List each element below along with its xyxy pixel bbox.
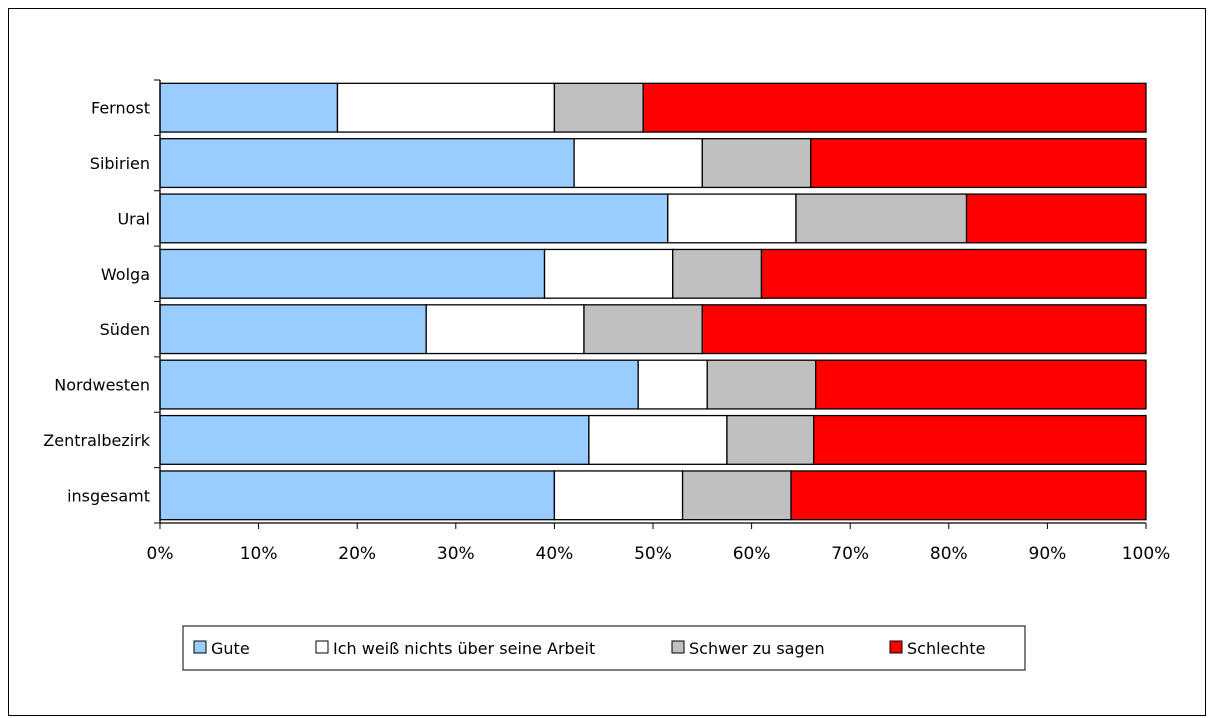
x-tick-label: 0% <box>147 544 174 564</box>
bar-segment-3-7 <box>726 414 815 465</box>
bar-segment-2-1 <box>336 82 556 133</box>
bar-segment-2-7 <box>588 414 728 465</box>
legend-label: Schwer zu sagen <box>689 639 825 658</box>
legend-label: Schlechte <box>907 639 985 658</box>
bar-segment-3-4 <box>672 248 763 299</box>
bar-segment-1-6 <box>159 359 639 410</box>
bar-segment-2-5 <box>425 304 585 355</box>
legend-label: Ich weiß nichts über seine Arbeit <box>333 639 595 658</box>
bar-segment-1-2 <box>159 138 575 189</box>
bar-segment-1-8 <box>159 470 556 521</box>
bar-segment-1-5 <box>159 304 427 355</box>
category-label: Fernost <box>91 99 150 118</box>
category-label: Ural <box>117 209 150 228</box>
x-tick-label: 60% <box>733 544 771 564</box>
x-tick-label: 50% <box>634 544 672 564</box>
x-tick-label: 90% <box>1029 544 1067 564</box>
bar-segment-3-2 <box>701 138 812 189</box>
bar-segment-4-7 <box>813 414 1147 465</box>
bar-segment-1-7 <box>159 414 590 465</box>
category-label: Sibirien <box>90 154 150 173</box>
bar-segment-3-5 <box>583 304 703 355</box>
category-label: Süden <box>100 320 150 339</box>
category-label: Nordwesten <box>54 376 150 395</box>
x-tick-label: 30% <box>437 544 475 564</box>
bar-segment-4-8 <box>790 470 1147 521</box>
bar-segment-1-3 <box>159 193 669 244</box>
bar-segment-4-2 <box>810 138 1147 189</box>
bar-segment-4-6 <box>815 359 1147 410</box>
bar-segment-4-3 <box>965 193 1147 244</box>
category-label: Zentralbezirk <box>43 431 150 450</box>
bar-segment-4-5 <box>701 304 1147 355</box>
bar-segment-2-6 <box>637 359 708 410</box>
bar-segment-2-3 <box>667 193 797 244</box>
legend: Gute Ich weiß nichts über seine Arbeit Sch… <box>182 625 1026 671</box>
legend-swatch <box>889 640 903 654</box>
category-label: Wolga <box>101 265 150 284</box>
x-tick-label: 40% <box>536 544 574 564</box>
bar-segment-1-4 <box>159 248 546 299</box>
y-axis: Fernost Sibirien Ural Wolga Süden Nordwesten Z… <box>43 79 161 524</box>
x-axis: 0% 10% 20% 30% 40% 50% 60% 70% 80% 90% 100% <box>147 522 1171 564</box>
legend-swatch <box>671 640 685 654</box>
bar-segment-3-8 <box>681 470 792 521</box>
bar-segment-4-1 <box>642 82 1147 133</box>
x-tick-label: 10% <box>240 544 278 564</box>
bar-segment-4-4 <box>760 248 1147 299</box>
legend-swatch <box>315 640 329 654</box>
plot-area <box>159 82 1147 521</box>
bar-segment-3-6 <box>706 359 817 410</box>
bar-segment-1-1 <box>159 82 339 133</box>
bar-segment-2-2 <box>573 138 703 189</box>
legend-label: Gute <box>211 639 250 658</box>
legend-swatch <box>193 640 207 654</box>
bar-segment-3-1 <box>553 82 644 133</box>
bar-segment-3-3 <box>795 193 968 244</box>
x-tick-label: 20% <box>338 544 376 564</box>
x-tick-label: 70% <box>831 544 869 564</box>
bar-segment-2-8 <box>553 470 684 521</box>
bar-segment-2-4 <box>543 248 674 299</box>
category-label: insgesamt <box>67 486 150 505</box>
x-tick-label: 80% <box>930 544 968 564</box>
x-tick-label: 100% <box>1122 544 1171 564</box>
